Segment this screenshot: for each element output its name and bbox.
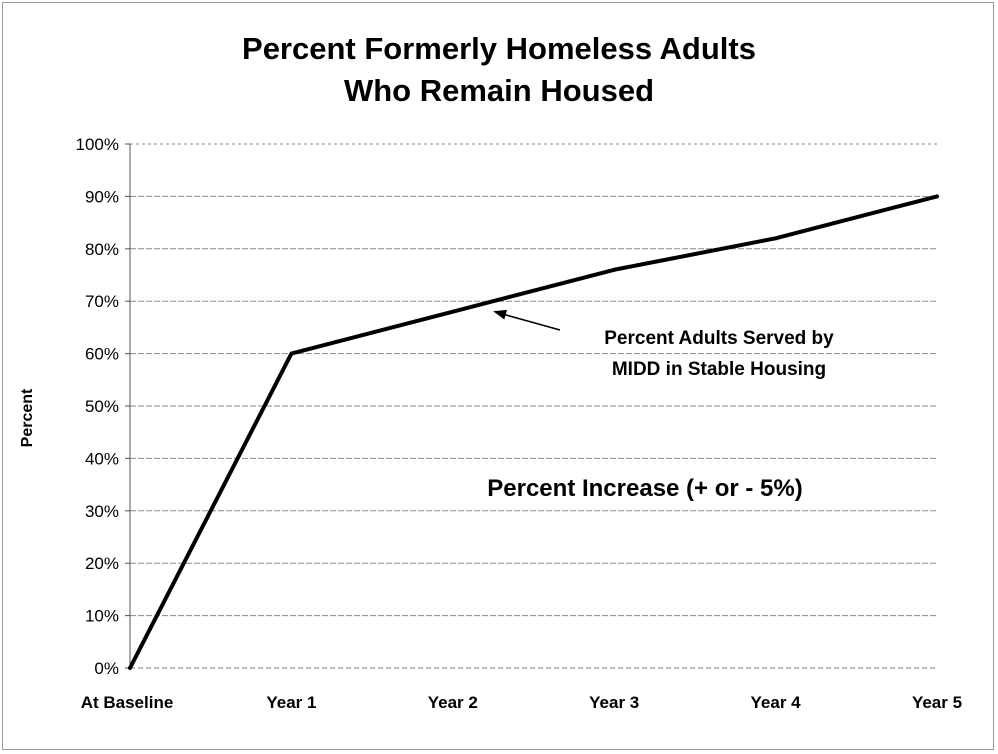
y-tick-label: 70%: [85, 292, 119, 311]
y-tick-label: 80%: [85, 240, 119, 259]
y-tick-label: 90%: [85, 187, 119, 206]
y-tick-label: 50%: [85, 397, 119, 416]
x-tick-label: Year 4: [751, 693, 802, 712]
x-tick-label: At Baseline: [81, 693, 174, 712]
data-point: [451, 309, 455, 314]
y-tick-label: 60%: [85, 345, 119, 364]
data-point: [612, 267, 616, 272]
axes: [125, 143, 937, 669]
x-tick-label: Year 2: [428, 693, 478, 712]
y-tick-labels: 0% 10% 20% 30% 40% 50% 60% 70% 80% 90% 100%: [76, 135, 119, 678]
annotation-note: Percent Increase (+ or - 5%): [487, 475, 802, 502]
y-tick-label: 30%: [85, 502, 119, 521]
annotation-label-line: Percent Adults Served by: [604, 328, 834, 349]
x-tick-label: Year 1: [266, 693, 316, 712]
y-tick-label: 40%: [85, 449, 119, 468]
annotation-label-line: MIDD in Stable Housing: [612, 359, 826, 380]
x-tick-label: Year 5: [912, 693, 962, 712]
data-point: [935, 194, 939, 199]
data-point: [128, 666, 132, 670]
y-tick-label: 20%: [85, 554, 119, 573]
chart-title: Percent Formerly Homeless Adults Who Rem…: [0, 28, 998, 112]
y-tick-label: 100%: [76, 135, 119, 154]
data-point: [289, 351, 294, 356]
data-point: [773, 236, 778, 241]
y-axis-label: Percent: [19, 388, 36, 447]
title-line-2: Who Remain Housed: [343, 73, 654, 108]
gridlines: [130, 143, 937, 617]
y-tick-label: 10%: [85, 607, 119, 626]
title-line-1: Percent Formerly Homeless Adults: [242, 31, 756, 66]
annotation-arrowhead: [493, 309, 508, 320]
annotation-arrow-line: [502, 313, 561, 331]
x-tick-labels: At Baseline Year 1 Year 2 Year 3 Year 4 Year …: [81, 693, 962, 712]
x-tick-label: Year 3: [589, 693, 639, 712]
series-lines: [128, 194, 939, 670]
y-tick-label: 0%: [94, 659, 119, 678]
annotations: Percent Adults Served by MIDD in Stable H…: [487, 309, 834, 502]
series-line: [128, 194, 939, 670]
